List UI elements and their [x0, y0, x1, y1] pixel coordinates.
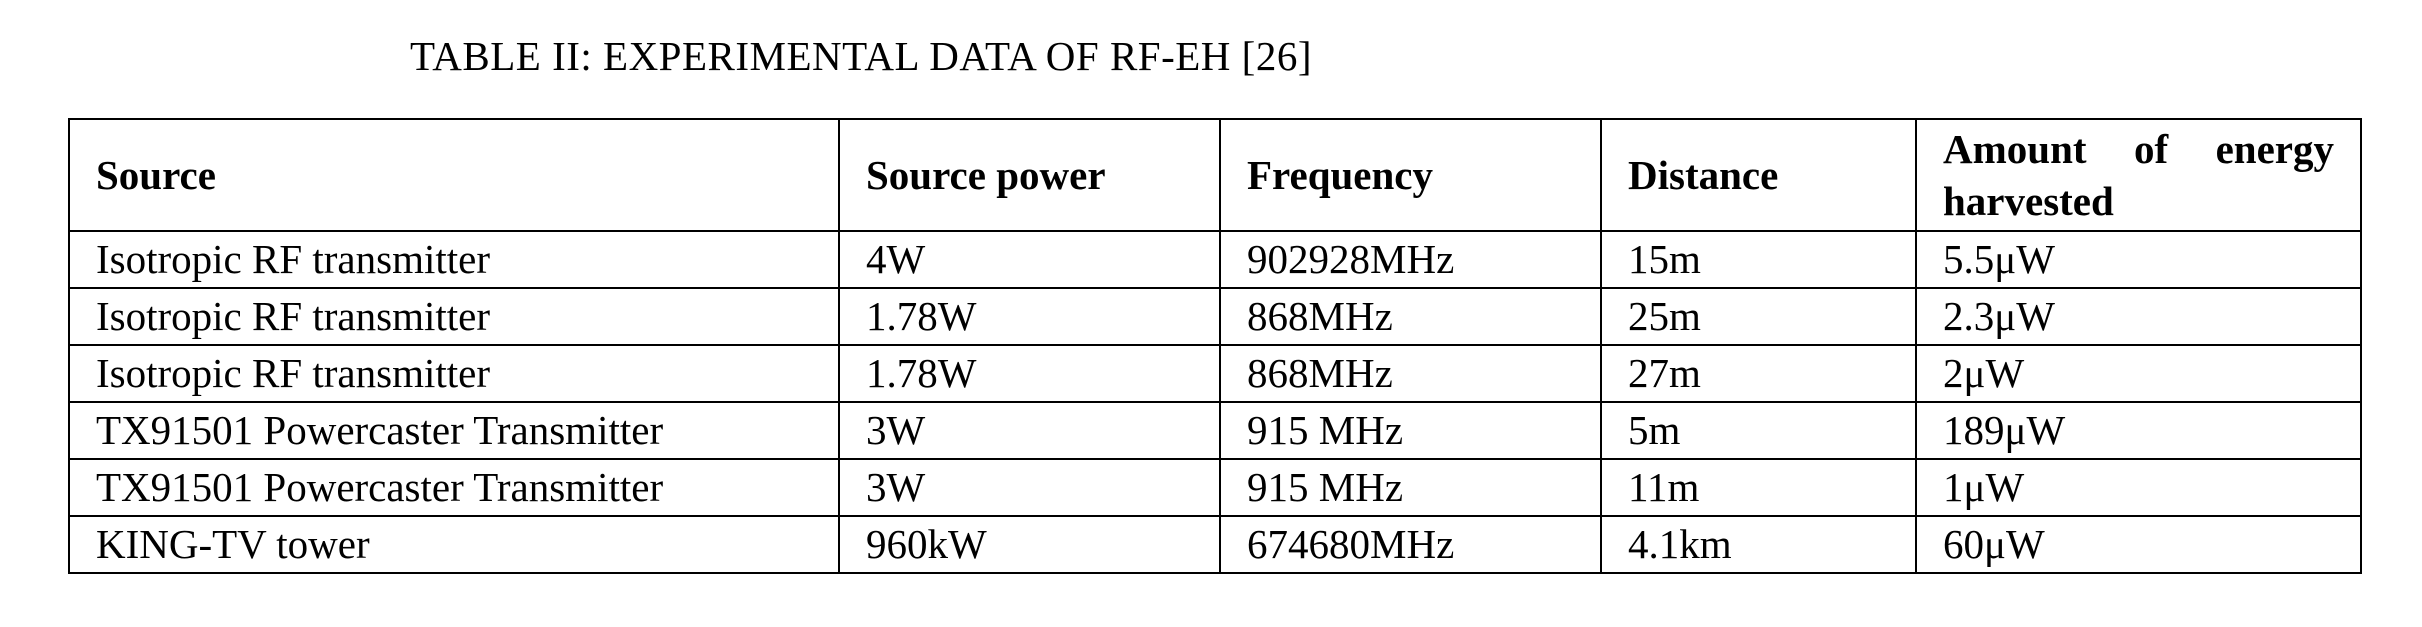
cell-source: Isotropic RF transmitter: [68, 230, 840, 289]
cell-source: TX91501 Powercaster Transmitter: [68, 401, 840, 460]
cell-source-power: 960kW: [838, 515, 1221, 574]
cell-distance: 4.1km: [1600, 515, 1917, 574]
header-energy-harvested: Amount of energy harvested: [1915, 118, 2362, 232]
cell-distance: 27m: [1600, 344, 1917, 403]
table-row: Isotropic RF transmitter 1.78W 868MHz 25…: [68, 287, 2362, 346]
cell-frequency: 902928MHz: [1219, 230, 1602, 289]
cell-energy-harvested: 5.5μW: [1915, 230, 2362, 289]
cell-source-power: 3W: [838, 401, 1221, 460]
header-source-power: Source power: [838, 118, 1221, 232]
table-row: TX91501 Powercaster Transmitter 3W 915 M…: [68, 401, 2362, 460]
cell-distance: 11m: [1600, 458, 1917, 517]
cell-distance: 5m: [1600, 401, 1917, 460]
cell-frequency: 674680MHz: [1219, 515, 1602, 574]
cell-source-power: 1.78W: [838, 344, 1221, 403]
header-distance: Distance: [1600, 118, 1917, 232]
table-row: Isotropic RF transmitter 1.78W 868MHz 27…: [68, 344, 2362, 403]
cell-frequency: 868MHz: [1219, 287, 1602, 346]
table-row: Isotropic RF transmitter 4W 902928MHz 15…: [68, 230, 2362, 289]
cell-energy-harvested: 60μW: [1915, 515, 2362, 574]
cell-energy-harvested: 189μW: [1915, 401, 2362, 460]
cell-source-power: 1.78W: [838, 287, 1221, 346]
cell-source-power: 3W: [838, 458, 1221, 517]
cell-energy-harvested: 2μW: [1915, 344, 2362, 403]
header-source: Source: [68, 118, 840, 232]
cell-source: Isotropic RF transmitter: [68, 344, 840, 403]
cell-source-power: 4W: [838, 230, 1221, 289]
experimental-data-table: Source Source power Frequency Distance A…: [68, 118, 2362, 574]
table-header-row: Source Source power Frequency Distance A…: [68, 118, 2362, 232]
cell-distance: 25m: [1600, 287, 1917, 346]
table-row: KING-TV tower 960kW 674680MHz 4.1km 60μW: [68, 515, 2362, 574]
header-frequency: Frequency: [1219, 118, 1602, 232]
cell-frequency: 915 MHz: [1219, 458, 1602, 517]
table-row: TX91501 Powercaster Transmitter 3W 915 M…: [68, 458, 2362, 517]
cell-source: KING-TV tower: [68, 515, 840, 574]
cell-energy-harvested: 2.3μW: [1915, 287, 2362, 346]
table-caption: TABLE II: EXPERIMENTAL DATA OF RF-EH [26…: [410, 33, 1312, 79]
cell-source: TX91501 Powercaster Transmitter: [68, 458, 840, 517]
cell-distance: 15m: [1600, 230, 1917, 289]
cell-frequency: 868MHz: [1219, 344, 1602, 403]
cell-source: Isotropic RF transmitter: [68, 287, 840, 346]
cell-frequency: 915 MHz: [1219, 401, 1602, 460]
cell-energy-harvested: 1μW: [1915, 458, 2362, 517]
